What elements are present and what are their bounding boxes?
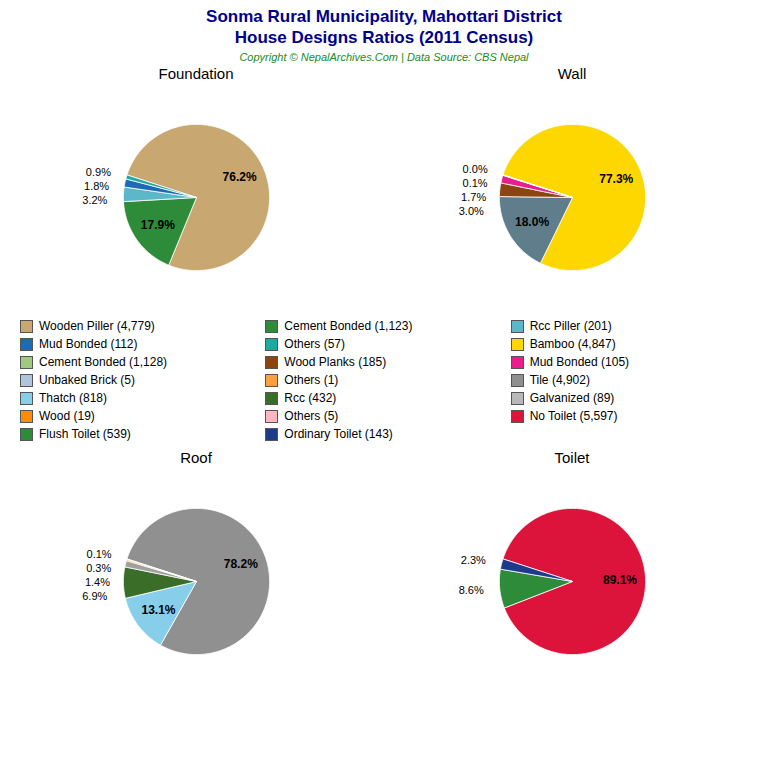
html-text:Unbaked Brick (5): Unbaked Brick (5) xyxy=(39,373,135,387)
html-text:Foundation: Foundation xyxy=(158,65,234,82)
html-text:Others (57): Others (57) xyxy=(284,337,345,351)
html-text:Wood (19): Wood (19) xyxy=(39,409,95,423)
svg-text:0.9%: 0.9% xyxy=(86,166,111,178)
html-text:Others (1): Others (1) xyxy=(284,373,339,387)
svg-text:18.0%: 18.0% xyxy=(515,215,549,229)
svg-text:2.3%: 2.3% xyxy=(461,554,486,566)
html-text:Sonma Rural Municipality, Maho: Sonma Rural Municipality, Mahottari Dist… xyxy=(206,7,562,26)
html-text:Wood Planks (185): Wood Planks (185) xyxy=(284,355,387,369)
svg-text:1.7%: 1.7% xyxy=(461,191,486,203)
svg-text:0.1%: 0.1% xyxy=(87,548,112,560)
html-text:Roof: Roof xyxy=(180,449,212,466)
html-text:Copyright © NepalArchives.Com: Copyright © NepalArchives.Com | Data Sou… xyxy=(239,51,529,63)
svg-text:0.3%: 0.3% xyxy=(86,562,111,574)
svg-text:77.3%: 77.3% xyxy=(599,172,633,186)
html-text:Mud Bonded (105): Mud Bonded (105) xyxy=(529,355,630,369)
html-text:House Designs Ratios (2011 Cen: House Designs Ratios (2011 Census) xyxy=(234,28,534,47)
svg-text:3.0%: 3.0% xyxy=(459,205,484,217)
html-text:Ordinary Toilet (143): Ordinary Toilet (143) xyxy=(284,427,393,441)
html-text:Thatch (818): Thatch (818) xyxy=(39,391,107,405)
html-text:Cement Bonded (1,123): Cement Bonded (1,123) xyxy=(284,319,413,333)
html-text:No Toilet (5,597): No Toilet (5,597) xyxy=(529,409,618,423)
html-text:Others (5): Others (5) xyxy=(284,409,339,423)
svg-text:17.9%: 17.9% xyxy=(141,218,175,232)
svg-text:76.2%: 76.2% xyxy=(223,170,257,184)
html-text:Rcc (432): Rcc (432) xyxy=(284,391,337,405)
svg-text:0.1%: 0.1% xyxy=(463,177,488,189)
html-text:Galvanized (89): Galvanized (89) xyxy=(529,391,615,405)
svg-text:1.8%: 1.8% xyxy=(84,180,109,192)
svg-text:13.1%: 13.1% xyxy=(141,603,175,617)
html-text:Toilet: Toilet xyxy=(554,449,590,466)
svg-text:1.4%: 1.4% xyxy=(85,576,110,588)
svg-text:0.0%: 0.0% xyxy=(463,163,488,175)
html-text:Flush Toilet (539): Flush Toilet (539) xyxy=(39,427,131,441)
html-text:Cement Bonded (1,128): Cement Bonded (1,128) xyxy=(39,355,168,369)
html-text:Mud Bonded (112): Mud Bonded (112) xyxy=(39,337,138,351)
html-text:Wall: Wall xyxy=(557,65,587,82)
svg-text:78.2%: 78.2% xyxy=(224,557,258,571)
svg-text:8.6%: 8.6% xyxy=(459,584,484,596)
html-text:Bamboo (4,847): Bamboo (4,847) xyxy=(529,337,616,351)
svg-text:6.9%: 6.9% xyxy=(82,590,107,602)
html-text:Wooden Piller (4,779): Wooden Piller (4,779) xyxy=(39,319,155,333)
svg-text:89.1%: 89.1% xyxy=(603,573,637,587)
svg-text:3.2%: 3.2% xyxy=(82,194,107,206)
html-text:Tile (4,902): Tile (4,902) xyxy=(529,373,590,387)
html-text:Rcc Piller (201): Rcc Piller (201) xyxy=(529,319,612,333)
